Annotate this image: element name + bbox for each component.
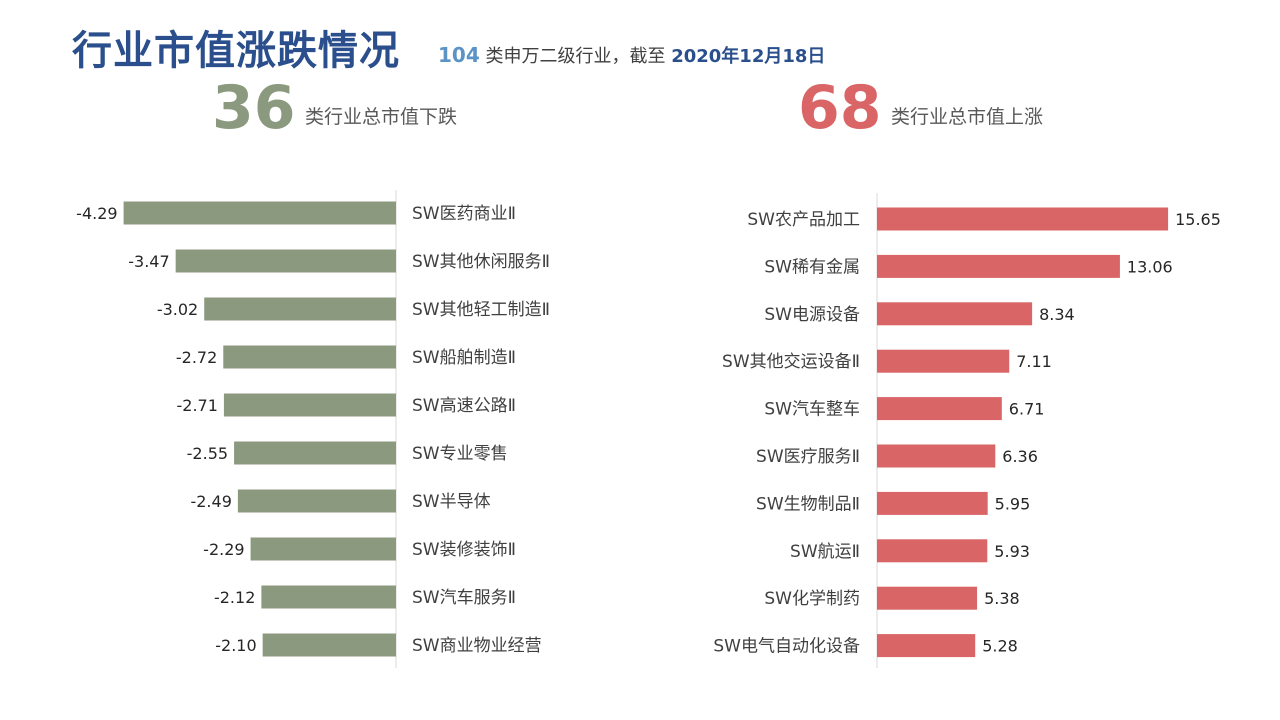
rise-bar [877,349,1010,373]
decline-bar [234,441,396,465]
decline-data-label: -4.29 [76,204,117,223]
subtitle-date: 2020年12月18日 [671,46,826,67]
rise-category-label: SW航运Ⅱ [790,542,860,562]
decline-data-label: -2.71 [177,396,218,415]
decline-bar [123,201,397,225]
decline-bar [261,585,396,609]
rise-data-label: 7.11 [1016,352,1052,371]
rise-category-label: SW化学制药 [764,589,860,609]
decline-data-label: -2.29 [203,540,244,559]
decline-data-label: -2.72 [176,348,217,367]
down-count: 36 [212,73,296,143]
decline-bar [250,537,396,561]
rise-category-label: SW其他交运设备Ⅱ [722,352,860,372]
up-label: 类行业总市值上涨 [891,106,1044,128]
decline-category-label: SW高速公路Ⅱ [412,396,516,416]
decline-category-label: SW其他休闲服务Ⅱ [412,252,550,272]
subtitle-count: 104 [438,43,480,67]
rise-data-label: 5.38 [984,589,1020,608]
rise-category-label: SW生物制品Ⅱ [756,494,860,514]
rise-category-label: SW稀有金属 [764,257,860,277]
decline-bar [223,393,396,417]
rise-bar [877,539,988,563]
rise-data-label: 8.34 [1039,305,1075,324]
rise-category-label: SW医疗服务Ⅱ [756,447,860,467]
rise-bar [877,207,1169,231]
rise-data-label: 6.36 [1002,447,1038,466]
rise-data-label: 6.71 [1009,400,1045,419]
decline-category-label: SW半导体 [412,492,491,512]
rise-category-label: SW汽车整车 [764,400,860,420]
decline-category-label: SW装修装饰Ⅱ [412,540,516,560]
decline-bar-chart: -4.29 SW医药商业Ⅱ -3.47 SW其他休闲服务Ⅱ -3.02 SW其他轻工制造Ⅱ… [76,190,550,668]
decline-bar [175,249,396,273]
decline-category-label: SW汽车服务Ⅱ [412,588,516,608]
rise-bar [877,586,978,610]
rise-data-label: 5.93 [994,542,1030,561]
rise-data-label: 15.65 [1175,210,1221,229]
decline-data-label: -2.49 [190,492,231,511]
decline-data-label: -2.10 [215,636,256,655]
decline-bar [237,489,396,513]
decline-category-label: SW专业零售 [412,444,508,464]
down-label: 类行业总市值下跌 [305,106,458,128]
decline-data-label: -3.02 [157,300,198,319]
decline-data-label: -3.47 [128,252,169,271]
rise-data-label: 5.95 [995,494,1031,513]
rise-data-label: 5.28 [982,637,1018,656]
rise-bar [877,491,988,515]
rise-bar [877,254,1120,278]
page-title: 行业市值涨跌情况 [72,28,400,74]
rise-bar-chart: 15.65 SW农产品加工 13.06 SW稀有金属 8.34 SW电源设备 7.11 SW其… [713,193,1221,668]
decline-category-label: SW其他轻工制造Ⅱ [412,300,550,320]
up-count: 68 [798,73,882,143]
rise-bar [877,397,1002,421]
rise-bar [877,444,996,468]
decline-bar [223,345,396,369]
rise-bar [877,302,1033,326]
rise-category-label: SW电源设备 [764,305,860,325]
rise-data-label: 13.06 [1127,257,1173,276]
rise-bar [877,634,976,658]
decline-category-label: SW商业物业经营 [412,636,542,656]
decline-bar [204,297,396,321]
decline-bar [262,633,396,657]
decline-data-label: -2.12 [214,588,255,607]
page-subtitle: 104 类申万二级行业，截至 2020年12月18日 [438,42,825,68]
decline-category-label: SW医药商业Ⅱ [412,204,516,224]
subtitle-text: 类申万二级行业，截至 [479,46,672,67]
rise-category-label: SW电气自动化设备 [713,637,860,657]
decline-category-label: SW船舶制造Ⅱ [412,348,516,368]
decline-data-label: -2.55 [187,444,228,463]
rise-category-label: SW农产品加工 [747,210,860,230]
